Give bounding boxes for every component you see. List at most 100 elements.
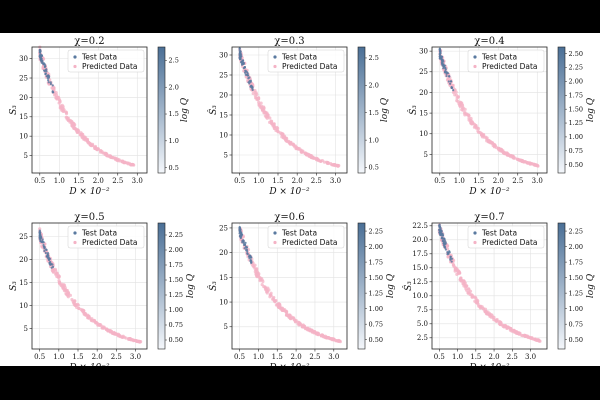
subplot-title: χ=0.2 — [74, 36, 104, 47]
y-tick-label: 10.0 — [412, 292, 428, 300]
test-point — [447, 252, 450, 256]
predicted-point — [459, 276, 463, 280]
predicted-point — [268, 295, 272, 299]
test-point — [238, 56, 241, 60]
predicted-point — [512, 156, 516, 160]
test-point — [38, 55, 42, 58]
predicted-point — [453, 93, 457, 97]
legend-label-test: Test Data — [281, 229, 317, 238]
y-tick-label: 22.5 — [412, 222, 428, 230]
colorbar-tick-label: 0.5 — [169, 164, 179, 172]
colorbar-tick-label: 2.50 — [569, 50, 583, 58]
predicted-point — [454, 90, 458, 94]
predicted-point — [108, 329, 112, 334]
predicted-point — [87, 314, 91, 318]
predicted-point — [257, 102, 261, 106]
x-tick-label: 1.5 — [473, 177, 484, 185]
predicted-point — [269, 291, 273, 295]
legend-label-predicted: Predicted Data — [282, 62, 338, 71]
predicted-point — [38, 227, 42, 231]
test-point — [246, 252, 249, 255]
test-point — [250, 84, 253, 87]
test-point — [249, 79, 252, 82]
test-point — [440, 62, 444, 65]
test-point — [41, 238, 44, 241]
predicted-point — [65, 115, 69, 120]
predicted-point — [456, 268, 460, 272]
test-point — [450, 257, 454, 260]
test-point — [448, 75, 451, 78]
legend-label-predicted: Predicted Data — [282, 238, 338, 247]
test-point — [441, 59, 445, 62]
test-point — [246, 74, 250, 77]
colorbar-label: log Q — [386, 273, 396, 298]
test-point — [244, 69, 247, 72]
colorbar — [157, 46, 166, 174]
colorbar-tick-label: 1.00 — [369, 305, 383, 313]
colorbar-tick-label: 1.50 — [569, 274, 583, 282]
test-point — [243, 247, 246, 250]
plot-frame — [31, 46, 148, 174]
predicted-point — [462, 279, 466, 284]
predicted-point — [517, 332, 522, 336]
y-tick-label: 2.5 — [417, 334, 428, 342]
subplot-title: χ=0.7 — [474, 212, 504, 223]
test-point — [47, 258, 51, 261]
predicted-point — [319, 159, 323, 163]
x-tick-label: 3.0 — [532, 177, 543, 185]
predicted-point — [132, 338, 136, 342]
predicted-point — [54, 271, 59, 275]
test-point — [248, 82, 251, 85]
colorbar — [157, 222, 166, 350]
test-point — [449, 255, 452, 258]
x-tick-label: 2.0 — [291, 353, 302, 361]
y-tick-label: 15 — [219, 111, 228, 119]
predicted-point — [70, 122, 74, 126]
test-point — [43, 249, 46, 253]
predicted-point — [326, 161, 330, 165]
y-axis-label: Ŝ₃ — [402, 281, 414, 291]
test-point — [44, 251, 47, 255]
predicted-point — [76, 129, 81, 133]
predicted-point — [305, 153, 309, 157]
predicted-point — [464, 284, 469, 288]
predicted-point — [130, 338, 134, 342]
test-point — [45, 248, 48, 251]
predicted-point — [486, 312, 490, 316]
predicted-point — [126, 162, 130, 166]
test-point — [39, 51, 42, 55]
subplot-3: 0.5 1.0 1.5 2.0 2.5 3.0 5 10 15 20 25 30 χ=0.4 D × 10… — [407, 36, 596, 197]
predicted-point — [297, 146, 301, 151]
legend-label-test: Test Data — [281, 53, 317, 62]
test-point — [49, 263, 52, 266]
y-tick-label: 20 — [219, 249, 228, 257]
colorbar-tick-label: 1.5 — [169, 110, 179, 118]
plot-frame — [31, 222, 148, 350]
predicted-point — [451, 263, 456, 267]
test-point — [243, 243, 246, 246]
test-point — [438, 47, 441, 50]
x-axis-label: D × 10⁻² — [468, 187, 510, 197]
colorbar-tick-label: 1.50 — [569, 105, 583, 113]
predicted-point — [123, 160, 127, 164]
x-tick-label: 0.5 — [434, 353, 445, 361]
test-point — [448, 82, 452, 85]
test-point — [444, 68, 447, 71]
predicted-point — [505, 151, 509, 155]
subplot-title: χ=0.5 — [74, 212, 104, 223]
predicted-point — [509, 327, 513, 331]
predicted-point — [301, 324, 305, 329]
y-axis-label: Ŝ₃ — [207, 281, 219, 291]
colorbar-tick-label: 2.00 — [169, 246, 183, 254]
predicted-point — [279, 132, 283, 136]
colorbar-tick-label: 2.25 — [369, 227, 383, 235]
legend-label-predicted: Predicted Data — [482, 238, 538, 247]
predicted-point — [90, 143, 95, 148]
predicted-point — [484, 309, 488, 314]
predicted-point — [486, 139, 491, 143]
y-tick-label: 17.5 — [412, 250, 428, 258]
legend-label-test: Test Data — [481, 229, 517, 238]
